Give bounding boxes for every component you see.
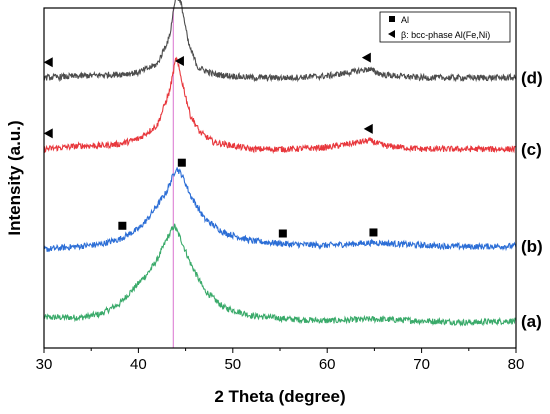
series-line xyxy=(43,0,517,83)
beta-marker xyxy=(43,57,53,68)
series-3 xyxy=(43,0,517,83)
x-tick-label: 40 xyxy=(130,356,147,373)
x-axis: 30 40 50 60 70 80 xyxy=(36,348,525,373)
al-marker xyxy=(369,228,378,237)
series-line xyxy=(43,223,517,327)
series-2 xyxy=(43,56,517,155)
legend-triangle-marker xyxy=(388,30,395,38)
al-marker xyxy=(278,229,287,238)
plot-frame xyxy=(43,7,517,349)
series-line xyxy=(43,167,517,253)
x-axis-title: 2 Theta (degree) xyxy=(214,387,345,406)
curve-label: (b) xyxy=(521,237,543,256)
curve-label: (d) xyxy=(521,69,543,88)
al-marker xyxy=(118,221,127,230)
x-tick-label: 60 xyxy=(319,356,336,373)
series-1 xyxy=(43,167,517,253)
legend-square-marker xyxy=(389,16,395,22)
legend-box xyxy=(379,11,511,43)
x-tick-label: 80 xyxy=(508,356,525,373)
beta-marker xyxy=(361,52,371,63)
series-0 xyxy=(43,223,517,327)
beta-marker xyxy=(174,55,184,66)
al-marker xyxy=(177,158,186,167)
y-axis-title: Intensity (a.u.) xyxy=(5,120,24,235)
plot-area xyxy=(43,0,517,348)
curve-label: (a) xyxy=(521,312,542,331)
legend-entry-beta: β: bcc-phase Al(Fe,Ni) xyxy=(401,30,490,40)
curve-label: (c) xyxy=(521,140,542,159)
x-tick-label: 30 xyxy=(36,356,53,373)
x-tick-label: 50 xyxy=(224,356,241,373)
x-tick-label: 70 xyxy=(413,356,430,373)
legend-entry-al: Al xyxy=(401,15,409,25)
beta-marker xyxy=(43,128,53,139)
beta-marker xyxy=(363,123,373,134)
series-line xyxy=(43,56,517,155)
legend: Al β: bcc-phase Al(Fe,Ni) xyxy=(379,11,511,43)
